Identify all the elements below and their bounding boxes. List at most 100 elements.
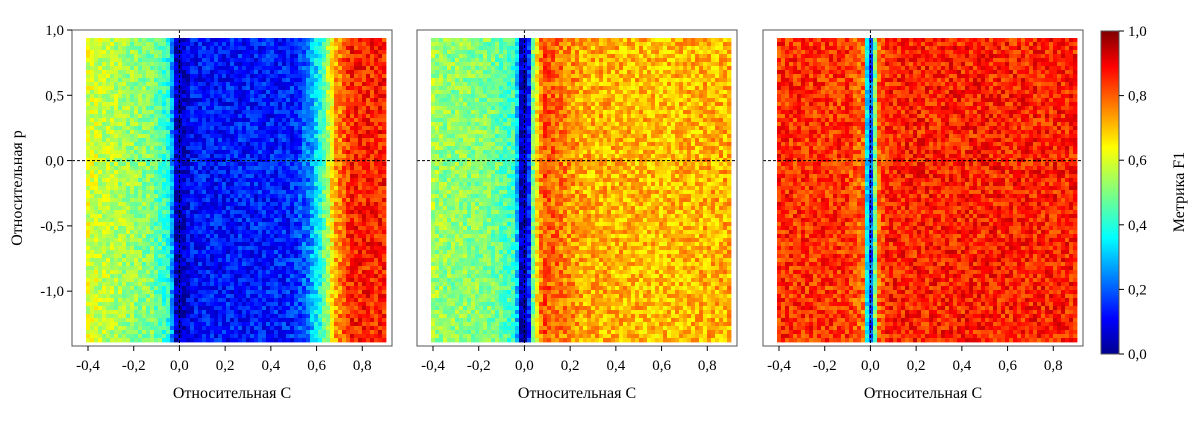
heat-cell [302,98,307,103]
heat-cell [294,242,299,247]
heat-cell [166,266,171,271]
heat-cell [218,38,223,43]
heat-cell [210,226,215,231]
heat-cell [258,194,263,199]
heat-cell [262,246,267,251]
heat-cell [154,226,159,231]
heat-cell [254,142,259,147]
heat-cell [142,154,147,159]
heat-cell [258,142,263,147]
heat-cell [354,138,359,143]
heat-cell [142,290,147,295]
heat-cell [90,134,95,139]
heat-cell [370,254,375,259]
heat-cell [178,190,183,195]
heat-cell [318,122,323,127]
heat-cell [262,42,267,47]
heat-cell [130,222,135,227]
heat-cell [130,234,135,239]
heat-cell [110,38,115,43]
heat-cell [346,130,351,135]
heat-cell [342,170,347,175]
heat-cell [374,66,379,71]
heat-cell [118,174,123,179]
heat-cell [110,210,115,215]
heat-cell [326,134,331,139]
heat-cell [126,70,131,75]
heat-cell [330,134,335,139]
heat-cell [362,230,367,235]
heat-cell [182,126,187,131]
heat-cell [298,62,303,67]
heat-cell [118,182,123,187]
heat-cell [374,82,379,87]
heat-cell [370,226,375,231]
heat-cell [214,142,219,147]
heat-cell [370,282,375,287]
heat-cell [262,286,267,291]
heat-cell [318,258,323,263]
heat-cell [234,54,239,59]
heat-cell [170,154,175,159]
heat-cell [162,262,167,267]
heat-cell [218,74,223,79]
heat-cell [358,126,363,131]
heat-cell [286,126,291,131]
heat-cell [218,302,223,307]
heat-cell [158,246,163,251]
heat-cell [318,194,323,199]
heat-cell [270,74,275,79]
heat-cell [362,130,367,135]
heat-cell [370,262,375,267]
heat-cell [198,118,203,123]
heat-cell [154,98,159,103]
heat-cell [322,222,327,227]
heat-cell [282,222,287,227]
heat-cell [106,150,111,155]
heat-cell [86,246,91,251]
heat-cell [118,86,123,91]
heat-cell [150,274,155,279]
heat-cell [218,158,223,163]
heat-cell [178,186,183,191]
heat-cell [378,138,383,143]
heat-cell [250,170,255,175]
heat-cell [174,270,179,275]
heat-cell [250,242,255,247]
heat-cell [338,114,343,119]
heat-cell [174,138,179,143]
heat-cell [234,118,239,123]
heat-cell [278,186,283,191]
heat-cell [378,222,383,227]
heat-cell [170,294,175,299]
heat-cell [294,290,299,295]
heat-cell [190,102,195,107]
heat-cell [326,218,331,223]
heat-cell [286,222,291,227]
heat-cell [210,222,215,227]
heat-cell [142,210,147,215]
heat-cell [314,206,319,211]
heat-cell [130,194,135,199]
heat-cell [238,126,243,131]
heat-cell [122,114,127,119]
heat-cell [310,262,315,267]
heat-cell [302,298,307,303]
heat-cell [354,206,359,211]
heat-cell [254,290,259,295]
heat-cell [110,262,115,267]
heat-cell [306,194,311,199]
heat-cell [314,130,319,135]
heat-cell [330,198,335,203]
heat-cell [374,234,379,239]
heat-cell [122,98,127,103]
heat-cell [298,246,303,251]
heat-cell [342,258,347,263]
heat-cell [258,174,263,179]
heat-cell [302,278,307,283]
heat-cell [202,66,207,71]
heat-cell [154,42,159,47]
heat-cell [126,178,131,183]
heat-cell [170,138,175,143]
heat-cell [94,142,99,147]
